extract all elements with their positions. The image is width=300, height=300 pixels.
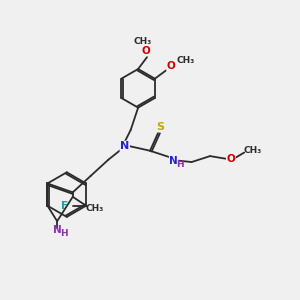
Text: N: N [120,141,129,151]
Text: CH₃: CH₃ [134,37,152,46]
Text: H: H [60,229,68,238]
Text: CH₃: CH₃ [176,56,195,65]
Text: N: N [53,225,62,235]
Text: F: F [61,201,68,211]
Text: CH₃: CH₃ [85,204,103,213]
Text: O: O [167,61,176,71]
Text: O: O [141,46,150,56]
Text: O: O [226,154,235,164]
Text: CH₃: CH₃ [243,146,262,154]
Text: H: H [176,160,184,169]
Text: N: N [169,156,178,166]
Text: S: S [156,122,164,132]
